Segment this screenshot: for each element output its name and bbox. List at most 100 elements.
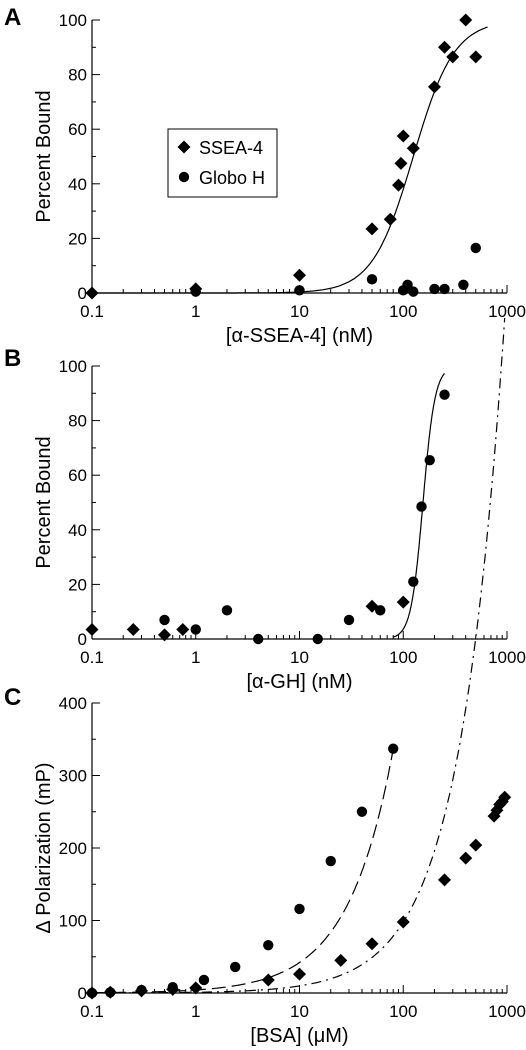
panel-b-diamond-point [158, 628, 172, 642]
panel-c-letter: C [4, 684, 21, 711]
panel-a-circle-point [294, 285, 305, 296]
panel-a-legend-label: SSEA-4 [199, 138, 263, 158]
panel-b-y-axis-title: Percent Bound [33, 436, 55, 568]
panel-a-diamond-point [459, 13, 473, 27]
panel-b-circle-point [408, 576, 419, 587]
panel-b-circle-point [190, 624, 201, 635]
panel-a-diamond-point [394, 156, 408, 170]
panel-a-diamond-point [383, 212, 397, 226]
panel-c-x-tick-label: 10 [290, 1002, 309, 1021]
panel-b-y-tick-label: 0 [78, 630, 87, 649]
panel-c-diamond-point [469, 838, 483, 852]
panel-a-x-tick-label: 0.1 [80, 302, 104, 321]
panel-a-y-tick-label: 100 [59, 11, 87, 30]
panel-a-diamond-point [446, 50, 460, 64]
panel-a-diamond-point [438, 40, 452, 54]
panel-a-diamond-point [469, 50, 483, 64]
panel-b-diamond-point [176, 622, 190, 636]
panel-b-circle-point [312, 633, 323, 645]
panel-b-x-tick-label: 10 [290, 648, 309, 667]
panel-c-circle-point [229, 961, 241, 973]
panel-c-x-tick-label: 100 [389, 1002, 417, 1021]
panel-a-circle-point [402, 279, 413, 291]
panel-b-x-axis-title: [α-GH] (nM) [247, 671, 353, 693]
panel-c-circle-point [198, 974, 210, 986]
panel-c-y-tick-label: 0 [78, 984, 87, 1003]
panel-a: A 0.1 1 10 100 1000 0 20 40 60 80 100 [α-SSEA-4] (n… [4, 4, 526, 347]
panel-a-x-axis-title: [α-SSEA-4] (nM) [226, 325, 373, 347]
panel-c-diamond-point [498, 790, 512, 804]
panel-b-x-tick-label: 0.1 [80, 648, 104, 667]
panel-a-legend-box [167, 128, 278, 198]
panel-a-y-tick-label: 20 [68, 229, 87, 248]
panel-c-y-tick-label: 300 [59, 767, 87, 786]
panel-a-circle-point [458, 279, 469, 291]
panel-c-fit-curve-2 [92, 317, 506, 994]
panel-c-y-tick-label: 400 [59, 694, 87, 713]
panel-a-diamond-point [406, 141, 420, 155]
panel-c-x-tick-label: 1 [191, 1002, 200, 1021]
panel-c-circle-point [356, 806, 368, 817]
panel-a-diamond-point [392, 178, 406, 192]
panel-c-circle-point [263, 939, 274, 951]
panel-c-y-tick-label: 100 [59, 912, 87, 931]
panel-a-legend-diamond-marker [177, 140, 191, 154]
panel-c-diamond-point [261, 973, 275, 987]
panel-c-diamond-point [85, 986, 99, 1000]
panel-a-y-axis-title: Percent Bound [33, 90, 55, 222]
panel-c-circle-point [387, 743, 399, 754]
panel-c-diamond-point [396, 915, 410, 929]
panel-c-y-axis-title: Δ Polarization (mP) [33, 762, 55, 933]
panel-b-y-tick-label: 60 [68, 466, 87, 485]
panel-b-y-tick-label: 100 [59, 357, 87, 376]
panel-a-circle-point [408, 286, 419, 297]
panel-c-circle-point [325, 855, 336, 867]
panel-a-diamond-point [85, 286, 99, 300]
panel-a-circle-point [190, 286, 201, 297]
panel-b-x-tick-label: 1 [191, 648, 200, 667]
panel-b-x-tick-label: 100 [389, 648, 417, 667]
panel-c-diamond-point [459, 851, 473, 865]
panel-b-diamond-point [396, 595, 410, 609]
panel-b-y-tick-label: 80 [68, 412, 87, 431]
panel-a-diamond-point [365, 222, 379, 236]
panel-c-diamond-point [166, 982, 180, 996]
panel-a-y-tick-label: 60 [68, 120, 87, 139]
panel-c-x-tick-label: 1000 [488, 1002, 526, 1021]
panel-a-y-tick-label: 80 [68, 66, 87, 85]
panel-a-legend-circle-marker [178, 171, 190, 183]
panel-c-circle-point [294, 903, 305, 915]
panel-a-diamond-point [293, 268, 306, 282]
panel-a-x-tick-label: 100 [389, 302, 417, 321]
panel-a-x-tick-label: 1 [191, 302, 200, 321]
panel-c-diamond-point [135, 984, 149, 998]
panel-a-fit-curve-1 [92, 26, 488, 294]
panel-b-circle-point [253, 633, 264, 645]
panel-a-circle-point [470, 242, 481, 254]
panel-a-circle-point [366, 274, 378, 285]
panel-c-diamond-point [334, 953, 348, 967]
panel-a-x-tick-label: 10 [290, 302, 309, 321]
panel-b-circle-point [439, 389, 450, 400]
panel-a-x-tick-label: 1000 [488, 302, 526, 321]
panel-c-x-axis-title: [BSA] (μM) [250, 1025, 348, 1047]
panel-c-diamond-point [293, 967, 306, 981]
panel-b: B 0.1 1 10 100 1000 0 20 40 60 80 100 [α-GH] (nM) Pe… [4, 345, 526, 693]
panel-b-y-tick-label: 40 [68, 521, 87, 540]
panel-a-circle-point [429, 283, 440, 295]
panel-b-diamond-point [85, 622, 99, 636]
panel-a-letter: A [4, 4, 21, 31]
panel-c-x-tick-label: 0.1 [80, 1002, 104, 1021]
panel-a-diamond-point [396, 129, 410, 143]
panel-a-legend-label: Globo H [199, 168, 265, 188]
panel-b-x-tick-label: 1000 [488, 648, 526, 667]
panel-c-diamond-point [103, 985, 117, 999]
panel-c-diamond-point [365, 937, 379, 951]
panel-c-fit-curve-1 [92, 749, 394, 994]
panel-a-circle-point [439, 283, 450, 295]
panel-a-y-tick-label: 0 [78, 284, 87, 303]
panel-b-fit-curve-1 [392, 372, 445, 638]
panel-a-diamond-point [427, 80, 441, 94]
